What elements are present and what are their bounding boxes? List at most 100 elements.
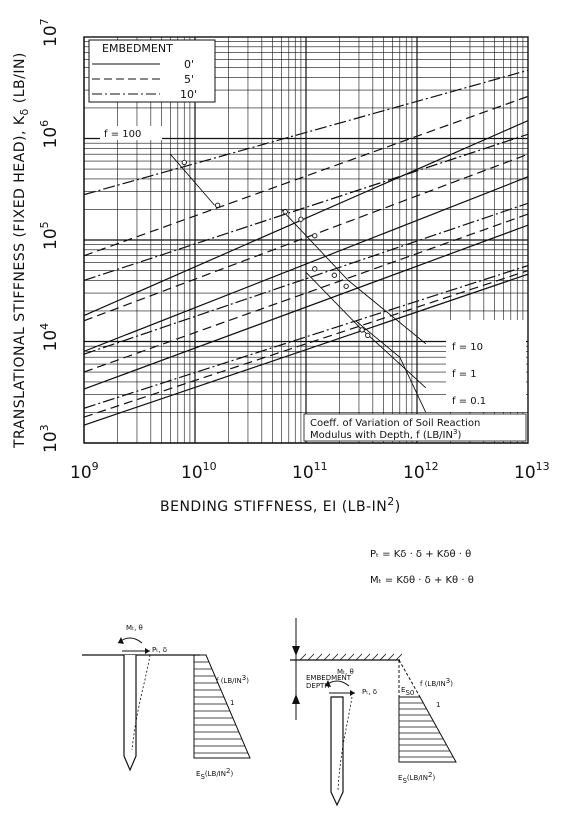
- equation-force: Pₜ = Kδ · δ + Kδθ · θ: [370, 549, 471, 560]
- legend-box: [88, 39, 216, 103]
- ground-hatch-line: [395, 653, 403, 661]
- ground-hatch-line: [347, 653, 355, 661]
- series-line-f10-dashed: [84, 153, 528, 322]
- f-marker: [312, 233, 318, 239]
- x-tick-label: 1013: [514, 460, 550, 483]
- ground-hatching: [299, 653, 403, 661]
- slope-label-left: 1: [230, 699, 234, 707]
- y-tick-label: 104: [38, 323, 61, 352]
- x-tick-labels: 109 1010 1011 1012 1013: [70, 460, 550, 483]
- series-line-f0.1-dashdot: [84, 264, 528, 409]
- f100-label-bg: [100, 126, 162, 140]
- series-line-f100-solid: [84, 120, 528, 317]
- moment-label-left: Mₜ, θ: [126, 624, 143, 632]
- x-tick-label: 1012: [403, 460, 439, 483]
- f-marker: [298, 216, 304, 222]
- coeff-note-bg: [303, 413, 527, 442]
- moment-arrowhead-left: [118, 637, 124, 644]
- soil-profile-dashed-top: [398, 659, 421, 698]
- soil-profile-triangle-left: [193, 654, 251, 759]
- y-axis-title: TRANSLATIONAL STIFFNESS (FIXED HEAD), Kδ…: [12, 52, 31, 449]
- x-tick-label: 109: [70, 460, 99, 483]
- embedment-label-2: DEPTH: [306, 682, 330, 690]
- force-label-right: Pₜ, δ: [362, 688, 377, 696]
- force-arrowhead-right: [350, 690, 355, 696]
- coeff-note-line1: Coeff. of Variation of Soil Reaction: [310, 418, 480, 429]
- f100-label: f = 100: [104, 129, 141, 140]
- series-lines: [84, 69, 528, 426]
- equation-moment: Mₜ = Kδθ · δ + Kθ · θ: [370, 575, 474, 586]
- f-line: [281, 209, 427, 345]
- y-tick-text: 107: [38, 18, 61, 47]
- ground-hatch-line: [355, 653, 363, 661]
- f-label-left: f (LB/IN3): [216, 674, 249, 685]
- f10-label: f = 10: [452, 342, 483, 353]
- series-line-f100-dashed: [84, 95, 528, 257]
- es-label-left: ES(LB/IN2): [196, 767, 233, 781]
- legend-title: EMBEDMENT: [102, 42, 173, 55]
- y-tick-label: 106: [38, 120, 61, 149]
- es-label-right: ES(LB/IN2): [398, 771, 435, 785]
- f-marker: [331, 272, 337, 278]
- x-axis-title: BENDING STIFFNESS, EI (LB-IN2): [160, 495, 401, 515]
- ground-hatch-line: [371, 653, 379, 661]
- series-line-f1-dashed: [84, 213, 528, 373]
- y-tick-label: 103: [38, 424, 61, 453]
- plot-frame: [83, 36, 529, 444]
- x-tick-label: 1010: [181, 460, 217, 483]
- series-line-f0.1-dashed: [84, 269, 528, 418]
- soil-hatching-left: [194, 661, 248, 754]
- es0-label: ES0: [401, 686, 414, 697]
- moment-label-right: Mₜ, θ: [337, 668, 354, 676]
- series-line-f10-solid: [84, 176, 528, 352]
- soil-hatching-right: [399, 702, 454, 758]
- ground-hatch-line: [379, 653, 387, 661]
- y-tick-text: 104: [38, 323, 61, 352]
- y-tick-label: 107: [38, 18, 61, 47]
- ground-hatch-line: [387, 653, 395, 661]
- f1-label: f = 1: [452, 369, 477, 380]
- f-marker: [282, 209, 288, 215]
- coeff-note-line2: Modulus with Depth, f (LB/IN3): [310, 428, 461, 441]
- ground-hatch-line: [315, 653, 323, 661]
- legend: EMBEDMENT 0' 5' 10': [88, 39, 216, 103]
- pile-left: [123, 655, 137, 772]
- ground-hatch-line: [363, 653, 371, 661]
- f-line: [305, 272, 427, 389]
- series-line-f1-dashdot: [84, 202, 528, 355]
- series-line-f10-dashdot: [84, 133, 528, 281]
- slope-label-right: 1: [436, 701, 440, 709]
- series-line-f1-solid: [84, 224, 528, 390]
- ground-hatch-line: [339, 653, 347, 661]
- f-line: [355, 320, 427, 413]
- f-markers: [181, 159, 371, 338]
- y-tick-text: 103: [38, 424, 61, 453]
- ground-hatch-line: [323, 653, 331, 661]
- series-line-f100-dashdot: [84, 69, 528, 196]
- series-line-f0.1-solid: [84, 273, 528, 426]
- f-line: [170, 153, 215, 206]
- f-marker: [181, 159, 187, 166]
- ground-hatch-line: [331, 653, 339, 661]
- f-marker: [215, 202, 221, 208]
- f-marker: [312, 266, 318, 272]
- f-label-right: f (LB/IN3): [420, 677, 453, 688]
- sketch-embedded-pile: EMBEDMENT DEPTH Mₜ, θ Pₜ, δ ES0 f (LB/IN…: [290, 618, 457, 807]
- ground-hatch-line: [299, 653, 307, 661]
- embedment-label-1: EMBEDMENT: [306, 674, 352, 682]
- x-tick-label: 1011: [292, 460, 328, 483]
- legend-label-0: 0': [184, 58, 194, 71]
- force-label-left: Pₜ, δ: [152, 646, 167, 654]
- pile-right: [330, 696, 344, 807]
- y-tick-text: 106: [38, 120, 61, 149]
- f-marker: [359, 327, 365, 333]
- f-marker: [365, 332, 371, 338]
- embedment-arrow-top: [292, 646, 300, 656]
- legend-label-10: 10': [180, 88, 197, 101]
- soil-profile-shape-right: [398, 696, 457, 763]
- legend-label-5: 5': [184, 73, 194, 86]
- deflected-shape-right: [337, 696, 353, 791]
- ground-hatch-line: [307, 653, 315, 661]
- f-parameter-lines: [170, 153, 427, 413]
